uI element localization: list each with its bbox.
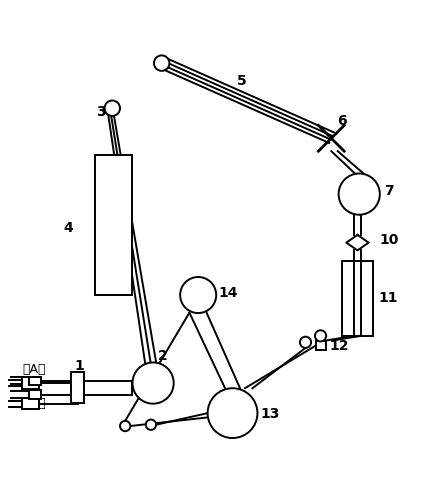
- Text: 1: 1: [75, 358, 85, 372]
- Polygon shape: [345, 235, 368, 251]
- Text: （B）: （B）: [22, 396, 46, 409]
- Bar: [95, 156, 132, 295]
- Text: 14: 14: [218, 285, 238, 299]
- Text: 11: 11: [378, 291, 397, 305]
- Text: 4: 4: [63, 220, 72, 234]
- Circle shape: [207, 388, 257, 438]
- Circle shape: [104, 102, 120, 117]
- Bar: [316, 341, 325, 350]
- Circle shape: [338, 174, 379, 215]
- Text: 12: 12: [329, 338, 348, 352]
- Bar: [341, 261, 372, 336]
- Text: 2: 2: [157, 348, 167, 362]
- Bar: [29, 377, 41, 386]
- Text: 6: 6: [336, 114, 346, 128]
- Text: 13: 13: [260, 407, 279, 421]
- Text: 7: 7: [383, 184, 393, 198]
- Circle shape: [314, 330, 326, 342]
- Bar: [22, 378, 39, 389]
- Circle shape: [299, 337, 310, 348]
- Bar: [22, 398, 39, 409]
- Text: 3: 3: [96, 104, 106, 119]
- Circle shape: [180, 278, 216, 313]
- Text: 10: 10: [379, 233, 398, 247]
- Circle shape: [145, 420, 156, 430]
- Bar: [29, 390, 41, 399]
- Bar: [71, 372, 84, 404]
- Circle shape: [132, 363, 173, 404]
- Circle shape: [120, 421, 130, 431]
- Text: 5: 5: [236, 74, 246, 87]
- Text: （A）: （A）: [22, 363, 46, 376]
- Circle shape: [154, 56, 169, 72]
